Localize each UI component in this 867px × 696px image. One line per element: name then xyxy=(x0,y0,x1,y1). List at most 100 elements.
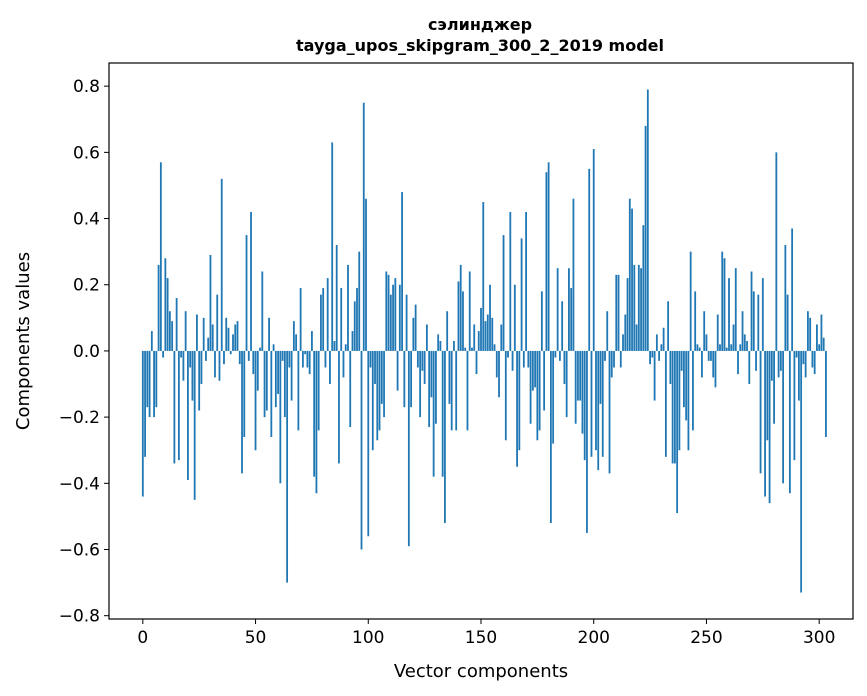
bar xyxy=(292,321,295,351)
bar xyxy=(202,317,205,351)
bar xyxy=(723,258,726,351)
bar xyxy=(495,350,498,378)
bar xyxy=(214,350,216,378)
bar xyxy=(416,350,419,368)
bar xyxy=(225,317,228,351)
bar xyxy=(617,274,620,351)
bar xyxy=(301,350,304,368)
bar xyxy=(504,350,507,441)
bar xyxy=(281,350,284,361)
bar xyxy=(261,271,264,351)
bar xyxy=(252,350,255,375)
bar xyxy=(349,350,352,428)
bar xyxy=(374,350,376,385)
bar xyxy=(766,350,769,441)
bar xyxy=(437,334,440,351)
bar xyxy=(646,89,649,351)
bar xyxy=(198,350,201,411)
bar xyxy=(565,350,568,418)
bar xyxy=(184,311,187,351)
bar xyxy=(489,284,491,351)
bar xyxy=(800,350,803,593)
bar xyxy=(547,162,550,351)
bar xyxy=(741,311,744,351)
bar xyxy=(306,350,309,368)
bar xyxy=(712,350,715,378)
bar xyxy=(272,344,275,351)
bar xyxy=(606,311,609,351)
bar xyxy=(768,350,771,504)
bar xyxy=(448,350,451,404)
bar xyxy=(423,350,426,385)
bar xyxy=(615,274,618,351)
bar xyxy=(171,321,174,351)
bar xyxy=(308,350,311,375)
bar xyxy=(274,350,277,408)
bar xyxy=(728,278,730,351)
bar xyxy=(263,350,266,418)
bar xyxy=(157,264,160,351)
x-tick-label: 100 xyxy=(352,628,384,648)
bar xyxy=(450,350,453,431)
bar xyxy=(556,268,559,351)
bar xyxy=(320,294,322,351)
bar xyxy=(509,211,512,351)
bar xyxy=(245,235,248,351)
bar xyxy=(516,350,518,467)
bar xyxy=(191,350,194,401)
bar xyxy=(455,350,458,431)
bar xyxy=(259,347,261,351)
bar xyxy=(401,192,403,351)
bar xyxy=(218,350,221,381)
bar xyxy=(716,314,719,351)
bar xyxy=(543,350,546,411)
bar xyxy=(153,350,155,418)
bar xyxy=(734,268,737,351)
bar xyxy=(653,350,656,401)
bar xyxy=(419,350,422,418)
bar xyxy=(333,341,336,351)
bar xyxy=(500,324,503,351)
bar xyxy=(777,350,780,378)
bar xyxy=(714,350,717,388)
bar xyxy=(721,251,724,351)
bar xyxy=(211,324,214,351)
y-tick-label: 0.6 xyxy=(73,143,100,163)
bar xyxy=(592,149,595,351)
bar xyxy=(473,324,476,351)
y-tick-label: 0.8 xyxy=(73,77,100,97)
bar xyxy=(369,350,372,368)
bar xyxy=(144,350,146,457)
bar xyxy=(189,350,192,368)
bar xyxy=(725,347,728,351)
bar xyxy=(468,271,471,351)
bar xyxy=(177,350,180,461)
bar xyxy=(797,350,800,401)
bar xyxy=(331,142,334,351)
bar xyxy=(205,350,207,361)
bar xyxy=(730,344,733,351)
bar xyxy=(232,334,234,351)
bar xyxy=(703,311,706,351)
y-tick-label: 0.2 xyxy=(73,276,100,296)
bar xyxy=(554,350,557,358)
bar xyxy=(820,314,823,351)
bar xyxy=(802,350,805,365)
bar xyxy=(180,350,183,358)
bar xyxy=(378,350,381,431)
bar xyxy=(574,350,577,424)
bar xyxy=(701,350,703,378)
bar xyxy=(166,278,169,351)
bar xyxy=(520,238,523,351)
x-tick-label: 300 xyxy=(803,628,835,648)
bar xyxy=(441,350,444,477)
y-tick-label: 0.4 xyxy=(73,210,100,230)
bar xyxy=(692,350,694,431)
bar xyxy=(676,350,679,514)
bar xyxy=(640,268,642,351)
bar xyxy=(608,350,611,474)
bar xyxy=(552,350,555,444)
bar xyxy=(362,102,365,351)
bar xyxy=(229,350,232,355)
y-axis-label: Components values xyxy=(13,252,34,430)
